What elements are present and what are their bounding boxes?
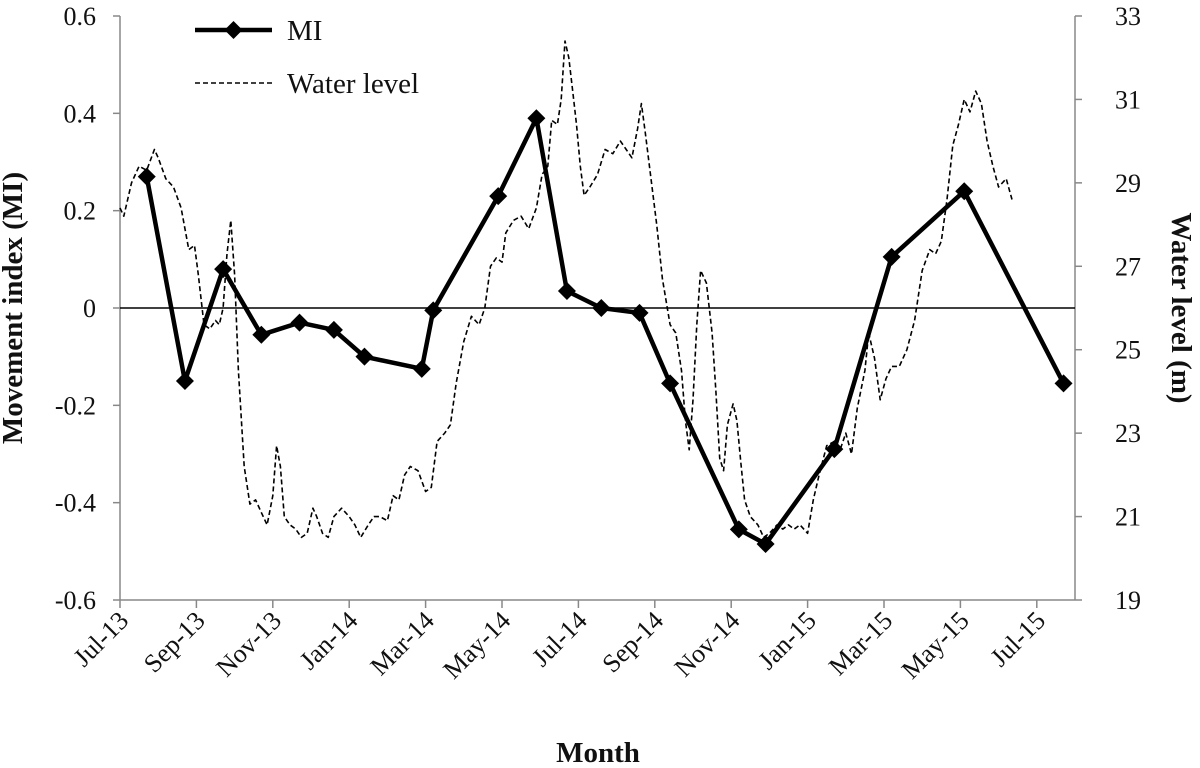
y2-tick-label: 25: [1115, 336, 1141, 365]
y2-tick-label: 21: [1115, 503, 1141, 532]
water-level-line: [119, 40, 1013, 539]
x-tick-label: Mar-15: [823, 606, 898, 681]
legend-water-label: Water level: [287, 68, 419, 100]
mi-point: [557, 281, 576, 300]
y2-tick-label: 19: [1115, 586, 1141, 615]
y2-tick-label: 29: [1115, 169, 1141, 198]
mi-point: [630, 303, 649, 322]
legend-mi-label: MI: [287, 15, 322, 47]
mi-point: [882, 247, 901, 266]
x-tick-label: Nov-13: [210, 606, 287, 683]
mi-point: [661, 374, 680, 393]
x-tick-label: Jul-15: [985, 606, 1051, 672]
mi-point: [324, 320, 343, 339]
x-tick-label: May-15: [896, 606, 975, 685]
tick-labels: -0.6 -0.4 -0.2 0 0.2 0.4 0.6 19 21 23 25 27 29 31 33 Ju…: [55, 2, 1141, 684]
y2-tick-label: 23: [1115, 419, 1141, 448]
y-tick-label: -0.2: [55, 391, 96, 420]
mi-point: [527, 109, 546, 128]
mi-point: [424, 301, 443, 320]
y-tick-label: 0: [83, 294, 96, 323]
y-tick-label: 0.2: [64, 197, 97, 226]
mi-line: [144, 115, 1066, 547]
mi-point: [137, 167, 156, 186]
x-tick-label: Jan-14: [294, 606, 364, 676]
y2-tick-label: 31: [1115, 85, 1141, 114]
y-axis-title: Movement index (MI): [0, 172, 29, 444]
mi-point: [252, 325, 271, 344]
mi-point: [756, 535, 775, 554]
x-tick-label: May-14: [438, 606, 517, 685]
mi-point: [592, 299, 611, 317]
y-tick-label: -0.6: [55, 586, 96, 615]
mi-series: [137, 109, 1073, 554]
y-tick-label: 0.4: [64, 99, 97, 128]
mi-point: [1054, 374, 1073, 393]
mi-point: [955, 182, 974, 201]
x-tick-label: Sep-13: [138, 606, 211, 679]
mi-point: [412, 359, 431, 378]
x-tick-label: Jul-13: [68, 606, 134, 672]
x-tick-label: Jan-15: [752, 606, 822, 676]
y2-axis-title: Water level (m): [1165, 212, 1197, 403]
legend: MI Water level: [195, 15, 419, 100]
x-tick-label: Sep-14: [596, 606, 669, 679]
mi-point: [290, 313, 309, 332]
mi-point: [214, 260, 233, 279]
x-tick-label: Nov-14: [669, 606, 746, 683]
y-tick-label: -0.4: [55, 489, 96, 518]
y2-tick-label: 27: [1115, 252, 1141, 281]
x-tick-label: Mar-14: [365, 606, 440, 681]
x-tick-label: Jul-14: [526, 606, 592, 672]
mi-point: [175, 372, 194, 390]
water-level-series: [119, 40, 1013, 539]
mi-point: [489, 187, 508, 206]
x-axis-title: Month: [556, 737, 640, 768]
y-tick-label: 0.6: [64, 2, 97, 31]
legend-mi-marker: [224, 21, 243, 39]
mi-point: [729, 520, 748, 539]
mi-point: [355, 347, 374, 366]
y2-tick-label: 33: [1115, 2, 1141, 31]
mi-point: [825, 440, 844, 459]
